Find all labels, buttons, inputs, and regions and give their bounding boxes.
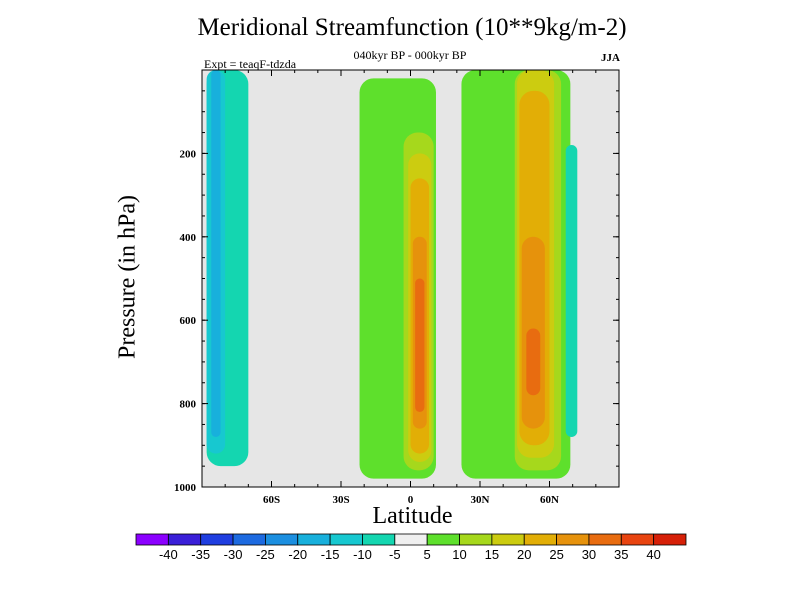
chart-subtitle: 040kyr BP - 000kyr BP	[353, 48, 467, 62]
colorbar-label: 40	[646, 547, 660, 562]
colorbar-swatch	[523, 533, 557, 546]
colorbar-swatch	[620, 533, 655, 546]
contour-cell-nh-far-neg	[565, 145, 578, 437]
colorbar-label: -15	[321, 547, 340, 562]
colorbar-label: -35	[191, 547, 210, 562]
chart-title: Meridional Streamfunction (10**9kg/m-2)	[197, 14, 627, 41]
colorbar-label: -40	[159, 547, 178, 562]
y-tick-label: 200	[180, 148, 197, 160]
colorbar-swatch	[232, 533, 266, 546]
colorbar-swatch	[459, 533, 493, 546]
colorbar-swatch	[167, 533, 202, 546]
colorbar-swatch	[491, 533, 525, 546]
colorbar-label: 20	[517, 547, 531, 562]
colorbar: -40 -35 -30 -25 -20 -15 -10 -5 5 10 15 20 25 30 35 40	[135, 533, 687, 562]
y-tick-label: 800	[180, 399, 197, 411]
colorbar-label: 15	[485, 547, 499, 562]
x-axis-label: Latitude	[372, 503, 453, 529]
colorbar-swatch	[653, 533, 687, 546]
x-tick-label: 30N	[471, 494, 490, 506]
colorbar-label: -20	[288, 547, 307, 562]
colorbar-swatch	[556, 533, 590, 546]
contour-cell-nh-l30	[526, 328, 541, 396]
colorbar-label: 35	[614, 547, 628, 562]
colorbar-label: -10	[353, 547, 372, 562]
contour-fills	[206, 70, 578, 479]
contour-cell-eq-l30	[415, 278, 425, 412]
colorbar-swatch	[200, 533, 234, 546]
y-tick-label: 400	[180, 232, 197, 244]
axes: 60S 30S 0 30N 60N 200 400 600 800 1000	[174, 69, 620, 506]
colorbar-label: 25	[549, 547, 563, 562]
x-tick-label: 0	[408, 494, 414, 506]
colorbar-swatch	[588, 533, 622, 546]
colorbar-swatch	[329, 533, 363, 546]
colorbar-swatch	[426, 533, 460, 546]
colorbar-swatch	[297, 533, 331, 546]
season-label: JJA	[601, 52, 620, 64]
x-tick-label: 60N	[540, 494, 559, 506]
colorbar-swatch	[362, 533, 396, 546]
colorbar-swatch	[265, 533, 299, 546]
colorbar-label: 30	[582, 547, 596, 562]
experiment-label: Expt = teaqF-tdzda	[204, 57, 297, 71]
colorbar-swatch	[394, 533, 428, 546]
colorbar-label: 5	[424, 547, 431, 562]
y-tick-label: 600	[180, 315, 197, 327]
colorbar-label: -30	[224, 547, 243, 562]
colorbar-swatch	[135, 533, 169, 546]
x-tick-label: 30S	[332, 494, 349, 506]
contour-cell-sh-band-inner	[211, 70, 221, 437]
y-tick-label: 1000	[174, 482, 197, 494]
colorbar-label: -25	[256, 547, 275, 562]
x-tick-label: 60S	[263, 494, 280, 506]
colorbar-label: 10	[452, 547, 466, 562]
colorbar-label: -5	[389, 547, 401, 562]
